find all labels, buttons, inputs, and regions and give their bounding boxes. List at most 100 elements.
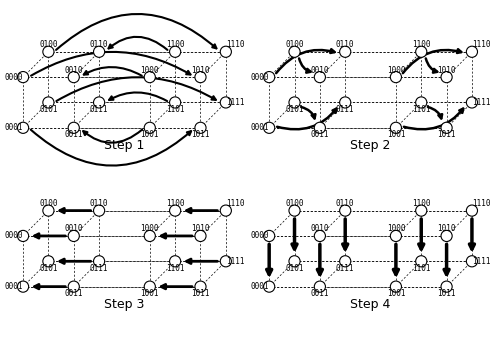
- Circle shape: [416, 46, 427, 57]
- Text: 0101: 0101: [39, 105, 57, 114]
- Circle shape: [170, 97, 181, 108]
- Circle shape: [340, 46, 351, 57]
- Circle shape: [144, 122, 155, 133]
- Circle shape: [43, 256, 54, 267]
- Text: 0001: 0001: [250, 282, 269, 291]
- Circle shape: [441, 122, 452, 133]
- Text: 0010: 0010: [64, 224, 83, 233]
- Circle shape: [94, 97, 104, 108]
- Text: 0000: 0000: [250, 231, 269, 240]
- Circle shape: [289, 97, 300, 108]
- Circle shape: [441, 281, 452, 292]
- Text: 1001: 1001: [141, 289, 159, 298]
- Text: 0111: 0111: [336, 105, 354, 114]
- Text: 1110: 1110: [472, 40, 491, 49]
- Text: 0000: 0000: [250, 73, 269, 82]
- Circle shape: [220, 256, 231, 267]
- Text: 1000: 1000: [141, 224, 159, 233]
- Text: 1110: 1110: [472, 199, 491, 208]
- Text: 0011: 0011: [311, 289, 329, 298]
- Text: 1111: 1111: [472, 98, 491, 107]
- Circle shape: [220, 46, 231, 57]
- Circle shape: [170, 205, 181, 216]
- Text: 0101: 0101: [39, 264, 57, 273]
- Text: 0000: 0000: [4, 231, 23, 240]
- Text: 1110: 1110: [226, 40, 245, 49]
- Circle shape: [94, 256, 104, 267]
- Text: 0000: 0000: [4, 73, 23, 82]
- Circle shape: [17, 72, 29, 83]
- Text: 0100: 0100: [285, 199, 304, 208]
- Text: 0010: 0010: [311, 65, 329, 74]
- Text: 1011: 1011: [438, 289, 456, 298]
- Text: 1101: 1101: [166, 105, 184, 114]
- Text: 0010: 0010: [64, 65, 83, 74]
- Text: 1001: 1001: [387, 289, 405, 298]
- Circle shape: [94, 205, 104, 216]
- Circle shape: [144, 281, 155, 292]
- Circle shape: [441, 72, 452, 83]
- Circle shape: [391, 281, 401, 292]
- Text: 0011: 0011: [311, 130, 329, 139]
- Circle shape: [391, 230, 401, 242]
- Circle shape: [68, 122, 79, 133]
- Text: 0011: 0011: [64, 289, 83, 298]
- Text: 1011: 1011: [191, 130, 210, 139]
- Text: 0001: 0001: [4, 282, 23, 291]
- Text: 1000: 1000: [141, 65, 159, 74]
- Circle shape: [314, 72, 325, 83]
- Circle shape: [220, 205, 231, 216]
- Circle shape: [264, 122, 275, 133]
- Text: 1010: 1010: [191, 65, 210, 74]
- Circle shape: [416, 256, 427, 267]
- Text: 0011: 0011: [64, 130, 83, 139]
- Circle shape: [289, 205, 300, 216]
- Circle shape: [466, 205, 478, 216]
- Text: 1010: 1010: [438, 224, 456, 233]
- Circle shape: [264, 72, 275, 83]
- Circle shape: [289, 46, 300, 57]
- Circle shape: [466, 256, 478, 267]
- Text: 1010: 1010: [438, 65, 456, 74]
- Text: 0110: 0110: [336, 199, 354, 208]
- Circle shape: [17, 281, 29, 292]
- Circle shape: [195, 230, 206, 242]
- Circle shape: [195, 281, 206, 292]
- Text: 0101: 0101: [285, 105, 304, 114]
- Text: 0100: 0100: [39, 199, 57, 208]
- Circle shape: [195, 122, 206, 133]
- Circle shape: [144, 72, 155, 83]
- Text: Step 3: Step 3: [104, 298, 145, 311]
- Circle shape: [340, 256, 351, 267]
- Circle shape: [144, 230, 155, 242]
- Circle shape: [416, 97, 427, 108]
- Text: 1100: 1100: [412, 40, 431, 49]
- Circle shape: [68, 72, 79, 83]
- Circle shape: [441, 230, 452, 242]
- Circle shape: [391, 72, 401, 83]
- Circle shape: [220, 97, 231, 108]
- Text: 0001: 0001: [4, 123, 23, 132]
- Circle shape: [416, 205, 427, 216]
- Text: 1100: 1100: [166, 199, 184, 208]
- Text: 1000: 1000: [387, 224, 405, 233]
- Text: 1111: 1111: [226, 98, 245, 107]
- Text: 1011: 1011: [191, 289, 210, 298]
- Text: 0111: 0111: [90, 264, 108, 273]
- Text: 0111: 0111: [90, 105, 108, 114]
- Text: 0010: 0010: [311, 224, 329, 233]
- Circle shape: [264, 281, 275, 292]
- Text: 1100: 1100: [166, 40, 184, 49]
- Text: 1111: 1111: [226, 257, 245, 266]
- Text: 1010: 1010: [191, 224, 210, 233]
- Circle shape: [68, 281, 79, 292]
- Circle shape: [170, 256, 181, 267]
- Text: 0110: 0110: [90, 199, 108, 208]
- Circle shape: [314, 281, 325, 292]
- Circle shape: [314, 230, 325, 242]
- Text: 1110: 1110: [226, 199, 245, 208]
- Text: 0110: 0110: [336, 40, 354, 49]
- Circle shape: [43, 205, 54, 216]
- Text: 1001: 1001: [387, 130, 405, 139]
- Circle shape: [170, 46, 181, 57]
